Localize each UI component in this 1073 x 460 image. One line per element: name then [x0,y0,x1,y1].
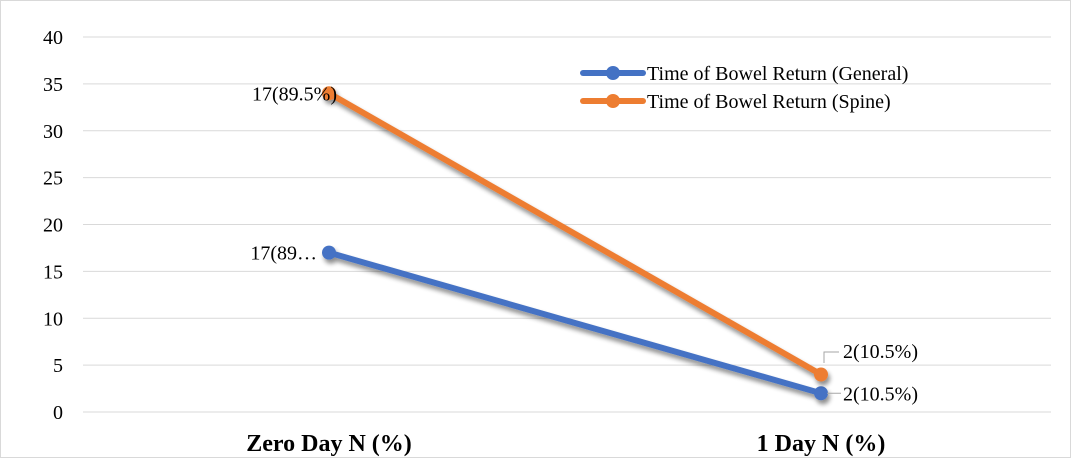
series-line [326,249,824,397]
y-tick-label: 15 [43,261,63,283]
x-category-label: Zero Day N (%) [246,431,412,457]
y-tick-label: 30 [43,121,63,143]
legend-entry-label: Time of Bowel Return (Spine) [647,91,891,113]
y-tick-label: 10 [43,308,63,330]
data-label: 2(10.5%) [843,383,918,405]
data-label-leader-line [823,351,839,363]
y-axis-tick-labels: 0 5 10 15 20 25 30 35 40 [43,27,63,424]
series-line [326,90,824,378]
data-point-marker [322,245,336,260]
data-point-marker [814,386,828,401]
legend-swatch-marker [606,66,620,80]
legend-swatch-marker [606,94,620,108]
y-tick-label: 5 [53,355,63,377]
series-1-group [322,86,828,382]
data-labels: 17(89… 2(10.5%) 17(89.5%) 2(10.5%) [250,83,918,405]
data-point-marker [322,86,336,101]
data-point-marker [814,367,828,382]
series-0-group [322,245,828,401]
legend-entry-label: Time of Bowel Return (General) [647,63,908,85]
data-label: 17(89.5%) [252,83,337,105]
x-category-label: 1 Day N (%) [757,431,886,457]
legend: Time of Bowel Return (General) Time of Bo… [580,63,908,113]
gridlines [83,36,1051,413]
series-lines [322,86,828,401]
y-tick-label: 25 [43,168,63,190]
y-tick-label: 20 [43,215,63,237]
data-label: 2(10.5%) [843,341,918,363]
x-axis-category-labels: Zero Day N (%) 1 Day N (%) [246,431,885,457]
data-label: 17(89… [250,243,317,265]
y-tick-label: 35 [43,74,63,96]
y-tick-label: 0 [53,402,63,424]
y-tick-label: 40 [43,27,63,49]
